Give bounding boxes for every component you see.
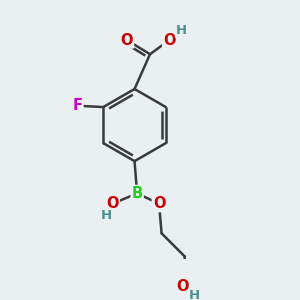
Text: H: H (100, 209, 112, 222)
Text: H: H (189, 290, 200, 300)
Text: O: O (176, 279, 188, 294)
Text: H: H (176, 24, 187, 37)
Text: O: O (163, 32, 176, 47)
Text: O: O (121, 32, 133, 47)
Text: O: O (106, 196, 119, 211)
Text: F: F (73, 98, 82, 113)
Text: O: O (153, 196, 165, 211)
Text: B: B (132, 186, 143, 201)
